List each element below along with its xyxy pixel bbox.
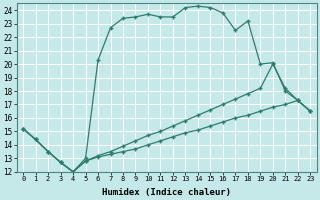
X-axis label: Humidex (Indice chaleur): Humidex (Indice chaleur) — [102, 188, 231, 197]
